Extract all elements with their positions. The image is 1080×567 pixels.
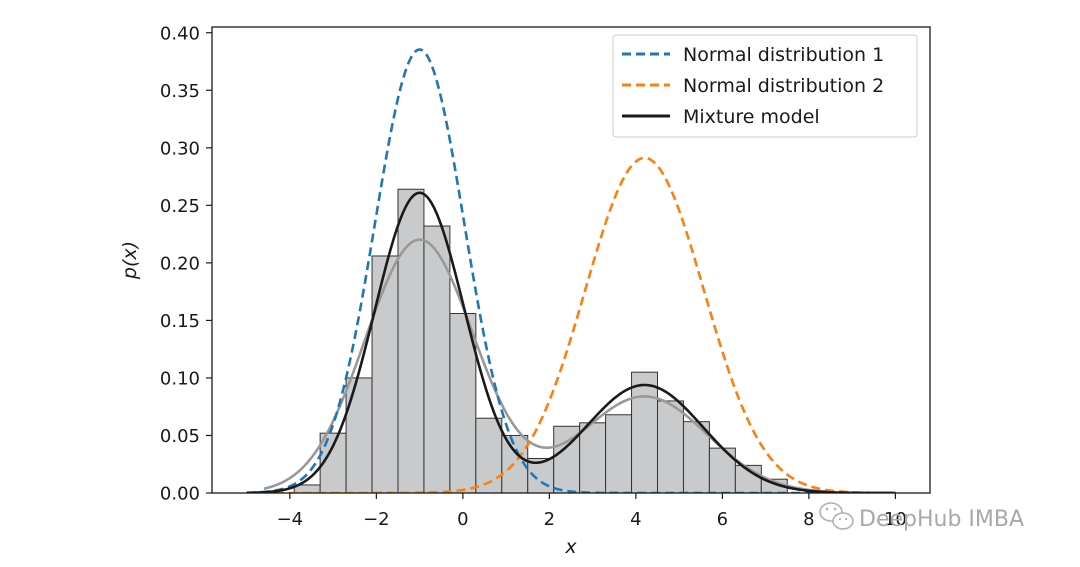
y-tick-label: 0.10 xyxy=(160,368,200,389)
histogram-bar xyxy=(605,414,633,493)
histogram-bars xyxy=(293,188,788,493)
legend-label-normal-1: Normal distribution 1 xyxy=(683,44,884,66)
legend-label-mixture: Mixture model xyxy=(683,106,820,128)
x-tick-label: 2 xyxy=(544,509,555,530)
histogram-bar xyxy=(397,188,425,493)
x-tick-label: 10 xyxy=(884,509,907,530)
x-axis-ticks: −4 −2 0 2 4 6 8 10 xyxy=(277,493,907,530)
x-tick-label: −2 xyxy=(363,509,390,530)
wechat-icon xyxy=(819,502,854,530)
histogram-bar xyxy=(371,255,399,493)
y-tick-label: 0.25 xyxy=(160,196,200,217)
y-tick-label: 0.40 xyxy=(160,23,200,44)
histogram-bar xyxy=(579,422,607,493)
y-axis-ticks: 0.00 0.05 0.10 0.15 0.20 0.25 0.30 0.35 0.40 xyxy=(160,23,212,505)
y-tick-label: 0.00 xyxy=(160,484,200,505)
x-axis-label: x xyxy=(564,536,577,558)
watermark-text: DeepHub IMBA xyxy=(859,507,1024,532)
histogram-bar xyxy=(345,377,373,493)
legend-box xyxy=(612,34,918,138)
histogram-bar xyxy=(423,225,451,493)
x-tick-label: 0 xyxy=(457,509,468,530)
x-tick-label: −4 xyxy=(277,509,304,530)
y-tick-label: 0.30 xyxy=(160,138,200,159)
distribution-curves xyxy=(246,48,896,493)
y-tick-label: 0.35 xyxy=(160,81,200,102)
normal-2-curve xyxy=(246,156,896,493)
x-tick-label: 8 xyxy=(803,509,814,530)
normal-1-curve xyxy=(246,48,896,493)
x-tick-label: 6 xyxy=(717,509,728,530)
plot-frame xyxy=(211,26,931,494)
y-tick-label: 0.20 xyxy=(160,253,200,274)
legend-label-normal-2: Normal distribution 2 xyxy=(683,75,884,97)
watermark: DeepHub IMBA xyxy=(819,502,1024,532)
x-tick-label: 4 xyxy=(630,509,641,530)
histogram-bar xyxy=(657,400,684,493)
y-tick-label: 0.05 xyxy=(160,426,200,447)
legend: Normal distribution 1 Normal distributio… xyxy=(612,34,918,138)
mixture-model-curve xyxy=(246,191,896,493)
histogram-bar xyxy=(631,371,659,493)
y-tick-label: 0.15 xyxy=(160,311,200,332)
histogram-bar xyxy=(449,313,477,493)
y-axis-label: p(x) xyxy=(119,241,141,280)
